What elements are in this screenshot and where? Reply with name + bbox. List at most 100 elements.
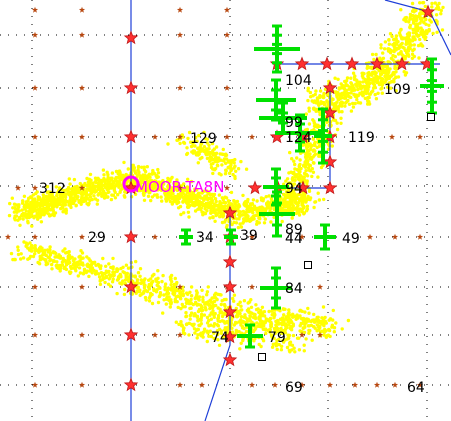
cloud-point xyxy=(268,316,273,321)
cloud-point xyxy=(187,333,191,337)
cloud-point xyxy=(195,336,199,340)
cloud-point xyxy=(303,325,307,329)
cloud-point xyxy=(304,198,309,202)
cloud-point xyxy=(312,312,316,317)
cloud-point xyxy=(50,262,54,267)
cloud-point xyxy=(104,270,109,275)
cloud-point xyxy=(317,198,322,202)
cloud-point xyxy=(96,272,101,276)
cloud-point xyxy=(422,21,426,25)
cloud-point xyxy=(389,80,393,84)
cloud-point xyxy=(111,265,115,269)
cloud-point xyxy=(304,337,308,341)
cloud-point xyxy=(10,196,14,200)
cloud-point xyxy=(303,322,307,327)
cloud-point xyxy=(84,191,88,195)
cloud-point xyxy=(314,89,318,93)
cloud-point xyxy=(88,172,93,177)
cloud-point xyxy=(302,176,306,181)
cloud-point xyxy=(58,202,63,207)
cloud-point xyxy=(330,323,335,327)
cloud-point xyxy=(144,289,148,293)
cloud-point xyxy=(11,257,15,262)
station-label: 312 xyxy=(39,181,66,197)
cloud-point xyxy=(147,299,152,303)
cloud-point xyxy=(199,322,203,326)
cloud-point xyxy=(31,197,35,201)
cloud-point xyxy=(250,208,255,212)
cloud-point xyxy=(49,199,53,203)
cloud-point xyxy=(236,314,240,318)
cloud-point xyxy=(338,93,342,97)
cloud-point xyxy=(225,223,229,228)
cloud-point xyxy=(161,311,165,315)
cloud-point xyxy=(203,306,208,310)
cloud-point xyxy=(376,80,380,85)
cloud-point xyxy=(138,274,142,278)
cloud-point xyxy=(196,318,200,323)
cloud-point xyxy=(361,93,365,98)
cloud-point xyxy=(162,293,166,297)
cloud-point xyxy=(317,109,321,114)
cloud-point xyxy=(237,217,241,221)
cloud-point xyxy=(46,250,50,254)
cloud-point xyxy=(346,91,350,96)
cloud-point xyxy=(7,213,12,218)
cloud-point xyxy=(170,285,174,290)
cloud-point xyxy=(260,208,264,213)
cloud-point xyxy=(348,95,352,99)
cloud-point xyxy=(383,64,387,69)
cloud-point xyxy=(57,188,61,193)
cloud-point xyxy=(394,34,399,38)
cloud-point xyxy=(290,216,294,220)
cloud-point xyxy=(273,331,277,336)
cloud-point xyxy=(265,202,269,206)
cloud-point xyxy=(47,206,51,210)
cloud-point xyxy=(221,214,226,218)
cloud-point xyxy=(279,348,284,352)
cloud-point xyxy=(302,171,307,176)
cloud-point xyxy=(316,191,320,195)
cloud-point xyxy=(423,37,427,41)
cloud-point xyxy=(394,48,398,52)
cloud-point xyxy=(15,210,19,214)
cloud-point xyxy=(113,196,118,200)
cloud-point xyxy=(431,31,435,36)
cloud-point xyxy=(94,269,99,273)
cloud-point xyxy=(145,188,149,192)
cloud-point xyxy=(14,214,19,218)
cloud-point xyxy=(340,86,344,90)
cloud-point xyxy=(306,166,311,170)
cloud-point xyxy=(178,291,182,295)
cloud-point xyxy=(309,319,313,324)
cloud-point xyxy=(313,99,317,103)
cloud-point xyxy=(367,71,371,75)
cloud-point xyxy=(62,266,66,271)
station-label: 39 xyxy=(240,228,258,244)
cloud-point xyxy=(179,320,183,324)
cloud-point xyxy=(417,14,421,18)
cloud-point xyxy=(20,201,25,205)
cloud-point xyxy=(11,206,15,210)
cloud-point xyxy=(233,174,237,179)
cloud-point xyxy=(38,204,42,209)
cloud-point xyxy=(376,77,380,81)
cloud-point xyxy=(259,198,264,202)
cloud-point xyxy=(173,297,177,302)
cloud-point xyxy=(256,307,260,311)
cloud-point xyxy=(434,18,438,23)
cloud-point xyxy=(248,314,253,319)
cloud-point xyxy=(118,272,123,277)
cloud-point xyxy=(321,95,325,100)
cloud-point xyxy=(156,188,160,192)
cloud-point xyxy=(290,195,295,199)
cloud-point xyxy=(39,247,43,251)
cloud-point xyxy=(306,324,310,328)
cloud-point xyxy=(311,118,315,122)
cloud-point xyxy=(207,147,211,151)
cloud-point xyxy=(121,279,125,283)
cloud-point xyxy=(51,208,55,213)
cloud-point xyxy=(139,278,143,282)
cloud-point xyxy=(261,327,265,331)
cloud-point xyxy=(305,317,309,321)
